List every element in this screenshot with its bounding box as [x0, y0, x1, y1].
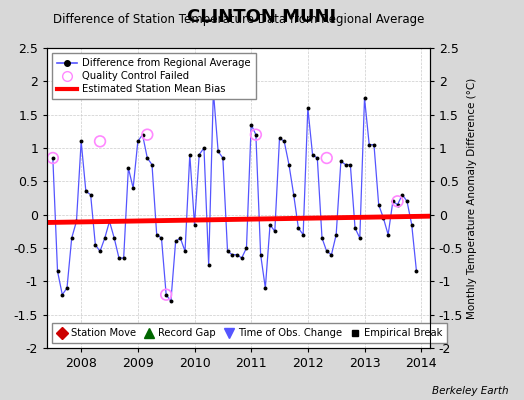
Point [138, 132, 147, 138]
Point [256, 252, 265, 258]
Point [209, 88, 217, 94]
Point [63, 285, 71, 291]
Point [49, 155, 57, 161]
Point [308, 152, 316, 158]
Point [294, 225, 302, 231]
Point [252, 132, 260, 138]
Point [403, 198, 411, 204]
Point [162, 292, 170, 298]
Point [356, 235, 364, 241]
Point [134, 138, 142, 144]
Point [143, 132, 151, 138]
Point [351, 225, 359, 231]
Point [110, 235, 118, 241]
Point [299, 232, 308, 238]
Point [342, 162, 350, 168]
Point [91, 242, 100, 248]
Point [365, 142, 374, 148]
Point [176, 235, 184, 241]
Point [237, 255, 246, 261]
Point [190, 222, 199, 228]
Point [370, 142, 378, 148]
Point [247, 122, 255, 128]
Point [115, 255, 123, 261]
Point [53, 268, 62, 274]
Point [68, 235, 76, 241]
Point [200, 145, 208, 151]
Point [129, 185, 137, 191]
Point [101, 235, 109, 241]
Point [361, 95, 369, 101]
Point [219, 155, 227, 161]
Point [96, 248, 104, 254]
Point [195, 152, 203, 158]
Text: CLINTON MUNI: CLINTON MUNI [188, 8, 336, 26]
Point [105, 218, 114, 224]
Point [143, 155, 151, 161]
Y-axis label: Monthly Temperature Anomaly Difference (°C): Monthly Temperature Anomaly Difference (… [467, 77, 477, 319]
Point [124, 165, 133, 171]
Point [322, 155, 331, 161]
Point [275, 135, 283, 141]
Point [77, 138, 85, 144]
Point [303, 105, 312, 111]
Point [204, 262, 213, 268]
Point [337, 158, 345, 164]
Point [394, 202, 402, 208]
Point [86, 192, 95, 198]
Point [412, 268, 421, 274]
Point [346, 162, 355, 168]
Point [394, 198, 402, 204]
Title: Difference of Station Temperature Data from Regional Average: Difference of Station Temperature Data f… [53, 13, 424, 26]
Point [280, 138, 288, 144]
Point [408, 222, 416, 228]
Point [82, 188, 90, 194]
Point [119, 255, 128, 261]
Point [148, 162, 156, 168]
Point [384, 232, 392, 238]
Point [72, 218, 81, 224]
Point [152, 232, 161, 238]
Point [318, 235, 326, 241]
Point [228, 252, 236, 258]
Point [96, 138, 104, 144]
Point [242, 245, 250, 251]
Point [285, 162, 293, 168]
Point [389, 198, 397, 204]
Point [379, 215, 388, 221]
Point [398, 192, 407, 198]
Point [266, 222, 274, 228]
Point [167, 298, 175, 304]
Point [289, 192, 298, 198]
Point [214, 148, 222, 154]
Point [223, 248, 232, 254]
Legend: Station Move, Record Gap, Time of Obs. Change, Empirical Break: Station Move, Record Gap, Time of Obs. C… [52, 323, 447, 343]
Point [261, 285, 269, 291]
Point [313, 155, 322, 161]
Point [49, 155, 57, 161]
Point [162, 292, 170, 298]
Point [157, 235, 166, 241]
Text: Berkeley Earth: Berkeley Earth [432, 386, 508, 396]
Point [328, 252, 336, 258]
Point [270, 228, 279, 234]
Point [332, 232, 341, 238]
Point [171, 238, 180, 244]
Point [375, 202, 383, 208]
Point [233, 252, 241, 258]
Point [322, 248, 331, 254]
Point [181, 248, 189, 254]
Point [252, 132, 260, 138]
Point [58, 292, 67, 298]
Point [185, 152, 194, 158]
